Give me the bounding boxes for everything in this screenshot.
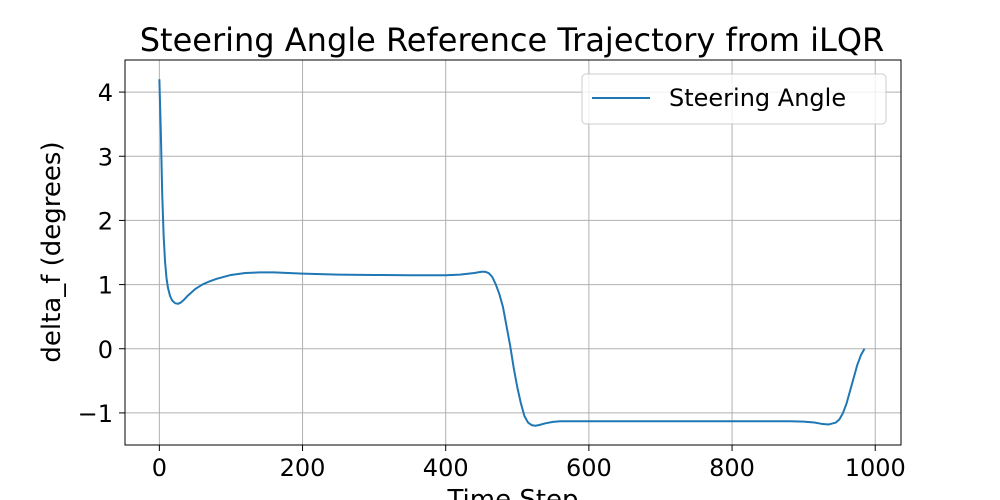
x-axis-label: Time Step — [446, 485, 578, 500]
series-line-steering-angle — [158, 79, 866, 427]
legend-label: Steering Angle — [669, 84, 846, 112]
y-axis-label: delta_f (degrees) — [37, 141, 67, 362]
x-tick-label: 200 — [280, 454, 326, 482]
legend: Steering Angle — [581, 73, 887, 125]
x-axis-ticks: 0 200 400 600 800 1000 — [152, 445, 906, 482]
x-tick-label: 800 — [709, 454, 755, 482]
y-tick-label: −1 — [78, 400, 113, 428]
x-tick-label: 0 — [152, 454, 167, 482]
y-tick-label: 3 — [98, 143, 113, 171]
y-tick-label: 0 — [98, 336, 113, 364]
y-axis-ticks: −1 0 1 2 3 4 — [78, 79, 125, 428]
y-tick-label: 2 — [98, 207, 113, 235]
chart-title: Steering Angle Reference Trajectory from… — [140, 21, 885, 59]
x-tick-label: 600 — [566, 454, 612, 482]
y-tick-label: 4 — [98, 79, 113, 107]
x-tick-label: 1000 — [845, 454, 906, 482]
series-group — [158, 79, 866, 427]
plot-frame — [124, 59, 902, 446]
y-tick-label: 1 — [98, 272, 113, 300]
x-tick-label: 400 — [423, 454, 469, 482]
legend-box — [581, 73, 887, 125]
